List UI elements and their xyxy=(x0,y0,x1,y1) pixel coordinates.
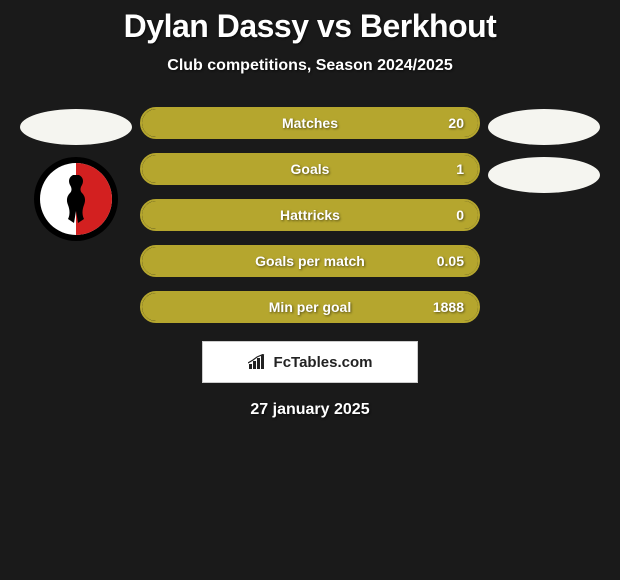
club-badge-silhouette-icon xyxy=(40,163,112,235)
attribution-text: FcTables.com xyxy=(274,354,373,371)
subtitle: Club competitions, Season 2024/2025 xyxy=(0,57,620,75)
club-badge xyxy=(34,157,118,241)
stat-label: Goals per match xyxy=(255,253,365,269)
comparison-area: Matches 20 Goals 1 Hattricks 0 Goals per match… xyxy=(0,107,620,323)
stat-label: Hattricks xyxy=(280,207,340,223)
bar-chart-icon xyxy=(248,354,268,370)
right-logo-ellipse-2 xyxy=(488,157,600,193)
date-line: 27 january 2025 xyxy=(0,401,620,419)
stat-value: 1888 xyxy=(433,299,464,315)
stat-row: Matches 20 xyxy=(140,107,480,139)
stat-value: 1 xyxy=(456,161,464,177)
stat-label: Goals xyxy=(291,161,330,177)
stat-value: 0.05 xyxy=(437,253,464,269)
stat-row: Goals per match 0.05 xyxy=(140,245,480,277)
stat-row: Goals 1 xyxy=(140,153,480,185)
stat-label: Matches xyxy=(282,115,338,131)
left-logo-ellipse-1 xyxy=(20,109,132,145)
stat-value: 0 xyxy=(456,207,464,223)
stat-label: Min per goal xyxy=(269,299,351,315)
club-badge-inner xyxy=(40,163,112,235)
stat-row: Hattricks 0 xyxy=(140,199,480,231)
left-column xyxy=(20,107,132,241)
right-column xyxy=(488,107,600,193)
stat-value: 20 xyxy=(448,115,464,131)
attribution-badge[interactable]: FcTables.com xyxy=(202,341,418,383)
stats-column: Matches 20 Goals 1 Hattricks 0 Goals per match… xyxy=(140,107,480,323)
page-title: Dylan Dassy vs Berkhout xyxy=(0,8,620,45)
right-logo-ellipse-1 xyxy=(488,109,600,145)
stat-row: Min per goal 1888 xyxy=(140,291,480,323)
